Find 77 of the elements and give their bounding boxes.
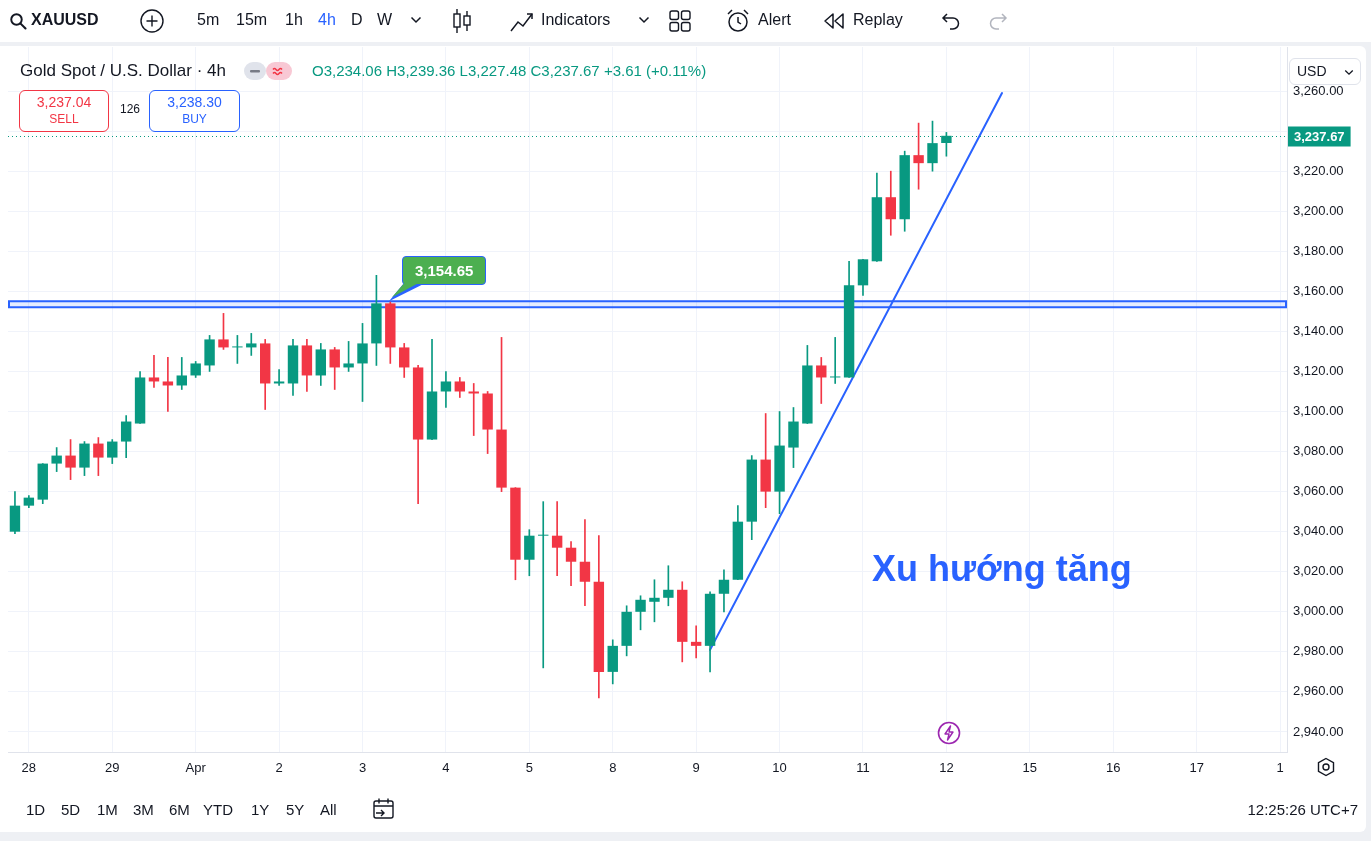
x-tick-label: 11	[856, 760, 870, 776]
x-tick-label: 17	[1189, 760, 1204, 776]
annotation: 3,154.65	[402, 256, 487, 286]
y-tick-label: 2,960.00	[1293, 683, 1344, 699]
y-tick-label: 3,020.00	[1293, 563, 1344, 579]
candlestick	[148, 355, 160, 388]
annotation: 3,238.30	[167, 94, 222, 111]
sell-button: 3,237.04 SELL	[19, 90, 109, 132]
candlestick	[690, 625, 702, 659]
y-axis-title: USD	[1297, 63, 1327, 80]
text: YTD	[203, 801, 233, 819]
candlestick	[551, 501, 563, 577]
text: O3,234.06 H3,239.36 L3,227.48 C3,237.67 +3.61 (+0.11%)	[311, 62, 707, 80]
text: W	[377, 11, 393, 30]
candlestick	[162, 357, 174, 412]
x-tick-label: 16	[1105, 760, 1121, 776]
x-tick-label: 9	[692, 760, 700, 776]
text: 6M	[169, 801, 190, 819]
y-tick-label: 3,180.00	[1293, 242, 1344, 258]
annotation: 126	[120, 102, 141, 117]
text: 4h	[318, 11, 336, 30]
candlestick	[468, 383, 479, 436]
y-tick-label: 3,080.00	[1293, 443, 1344, 459]
candlestick	[816, 357, 827, 404]
text: All	[320, 801, 337, 819]
text: Indicators	[541, 11, 611, 30]
text: Replay	[853, 11, 903, 30]
candlestick	[538, 501, 549, 669]
text: 1Y	[251, 801, 270, 819]
text: 1D	[26, 801, 46, 819]
x-tick-label: 3	[358, 760, 367, 776]
x-tick-label: Apr	[185, 760, 207, 776]
text: Alert	[758, 11, 791, 30]
annotation: BUY	[182, 112, 207, 127]
y-tick-label: 3,120.00	[1293, 363, 1344, 379]
x-tick-label: 1	[1276, 760, 1284, 776]
x-tick-label: 5	[525, 760, 533, 776]
y-tick-label: 3,040.00	[1293, 523, 1344, 539]
x-tick-label: 10	[772, 760, 787, 776]
text: D	[351, 11, 363, 30]
candlestick	[246, 333, 257, 356]
text: 1M	[97, 801, 118, 819]
candlestick	[273, 369, 285, 386]
y-tick-label: 3,260.00	[1293, 82, 1344, 98]
candlestick	[829, 337, 841, 384]
text: 3M	[133, 801, 154, 819]
x-tick-label: 29	[105, 760, 120, 776]
y-tick-label: 2,980.00	[1293, 643, 1344, 659]
text: 5D	[61, 801, 81, 819]
annotation: Xu hướng tăng	[872, 548, 1132, 590]
y-tick-label: 3,220.00	[1293, 162, 1344, 178]
y-tick-label: 3,200.00	[1293, 202, 1344, 218]
text: XAUUSD	[31, 11, 99, 30]
text: 15m	[236, 11, 268, 30]
annotation: SELL	[49, 112, 79, 127]
text: 5m	[197, 11, 220, 30]
text: Gold Spot / U.S. Dollar · 4h	[20, 61, 226, 81]
x-tick-label: 28	[21, 760, 37, 776]
y-tick-label: 3,060.00	[1293, 483, 1344, 499]
buy-button: 3,238.30 BUY	[149, 90, 240, 132]
y-tick-label: 3,000.00	[1293, 603, 1344, 619]
text: 5Y	[286, 801, 305, 819]
x-tick-label: 2	[275, 760, 283, 776]
y-tick-label: 3,100.00	[1293, 403, 1344, 419]
x-tick-label: 4	[442, 760, 450, 776]
y-tick-label: 3,140.00	[1293, 322, 1344, 338]
annotation: 3,237.04	[36, 94, 92, 111]
text: 12:25:26 UTC+7	[1247, 801, 1358, 819]
y-tick-label: 3,160.00	[1293, 282, 1344, 298]
y-tick-label: 2,940.00	[1293, 723, 1344, 739]
x-tick-label: 12	[939, 760, 954, 776]
ref-line-label: 3,237.67	[1294, 129, 1345, 145]
x-tick-label: 8	[609, 760, 617, 776]
candlestick	[579, 519, 591, 607]
x-tick-label: 15	[1022, 760, 1038, 776]
currency-dropdown: USD	[1289, 58, 1361, 85]
text: 1h	[285, 11, 303, 30]
